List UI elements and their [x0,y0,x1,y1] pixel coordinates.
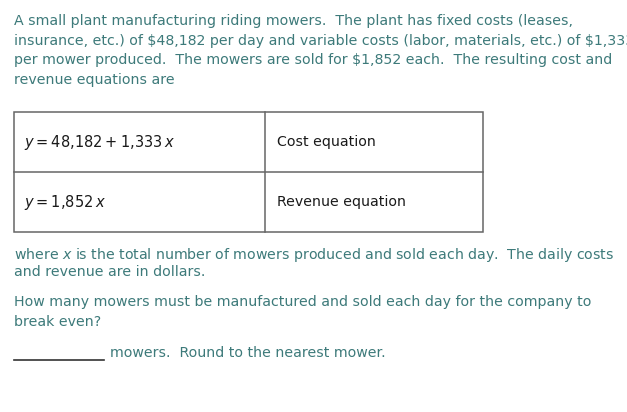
Text: $y = 48{,}182 + 1{,}333\, x$: $y = 48{,}182 + 1{,}333\, x$ [24,133,175,152]
Text: Cost equation: Cost equation [277,135,376,149]
Text: A small plant manufacturing riding mowers.  The plant has fixed costs (leases,: A small plant manufacturing riding mower… [14,14,573,28]
Text: mowers.  Round to the nearest mower.: mowers. Round to the nearest mower. [110,346,386,360]
Text: $y = 1{,}852\, x$: $y = 1{,}852\, x$ [24,192,106,211]
Text: Revenue equation: Revenue equation [277,195,406,209]
Text: How many mowers must be manufactured and sold each day for the company to: How many mowers must be manufactured and… [14,295,591,309]
Text: where $x$ is the total number of mowers produced and sold each day.  The daily c: where $x$ is the total number of mowers … [14,246,614,264]
Text: and revenue are in dollars.: and revenue are in dollars. [14,265,206,279]
Text: insurance, etc.) of \$48,182 per day and variable costs (labor, materials, etc.): insurance, etc.) of \$48,182 per day and… [14,33,627,47]
Text: revenue equations are: revenue equations are [14,73,175,87]
Text: per mower produced.  The mowers are sold for \$1,852 each.  The resulting cost a: per mower produced. The mowers are sold … [14,53,612,67]
Text: break even?: break even? [14,314,101,328]
